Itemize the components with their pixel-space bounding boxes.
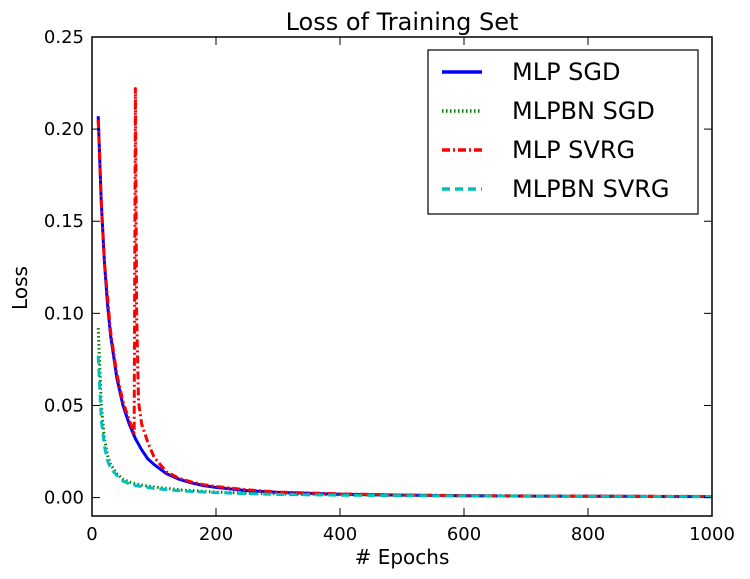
legend-label: MLP SVRG [512,136,635,164]
legend-label: MLPBN SVRG [512,175,670,203]
legend: MLP SGD MLPBN SGD MLP SVRG MLPBN SVRG [427,49,699,215]
plot-area [96,87,712,499]
y-tick-label: 0.00 [44,488,84,509]
chart-title: Loss of Training Set [286,8,519,36]
series-line-mlpbn-sgd [96,328,712,498]
series-line-mlp-svrg [96,87,712,498]
legend-label: MLPBN SGD [512,97,655,125]
x-tick-label: 200 [199,524,233,545]
y-tick-label: 0.25 [44,27,84,48]
x-tick-label: 1000 [689,524,735,545]
series-line-mlpbn-svrg [96,355,712,499]
x-tick-label: 0 [86,524,97,545]
y-tick-label: 0.10 [44,303,84,324]
x-axis-ticks: 0 200 400 600 800 1000 [86,37,735,545]
y-axis-ticks: 0.00 0.05 0.10 0.15 0.20 0.25 [44,27,712,509]
x-tick-label: 800 [571,524,605,545]
x-tick-label: 600 [447,524,481,545]
plot-frame [91,36,713,517]
x-tick-label: 400 [323,524,357,545]
legend-label: MLP SGD [512,58,621,86]
y-tick-label: 0.15 [44,211,84,232]
legend-box [427,49,699,215]
y-tick-label: 0.20 [44,119,84,140]
y-tick-label: 0.05 [44,395,84,416]
y-axis-label: Loss [8,266,32,310]
x-axis-label: # Epochs [355,545,450,569]
